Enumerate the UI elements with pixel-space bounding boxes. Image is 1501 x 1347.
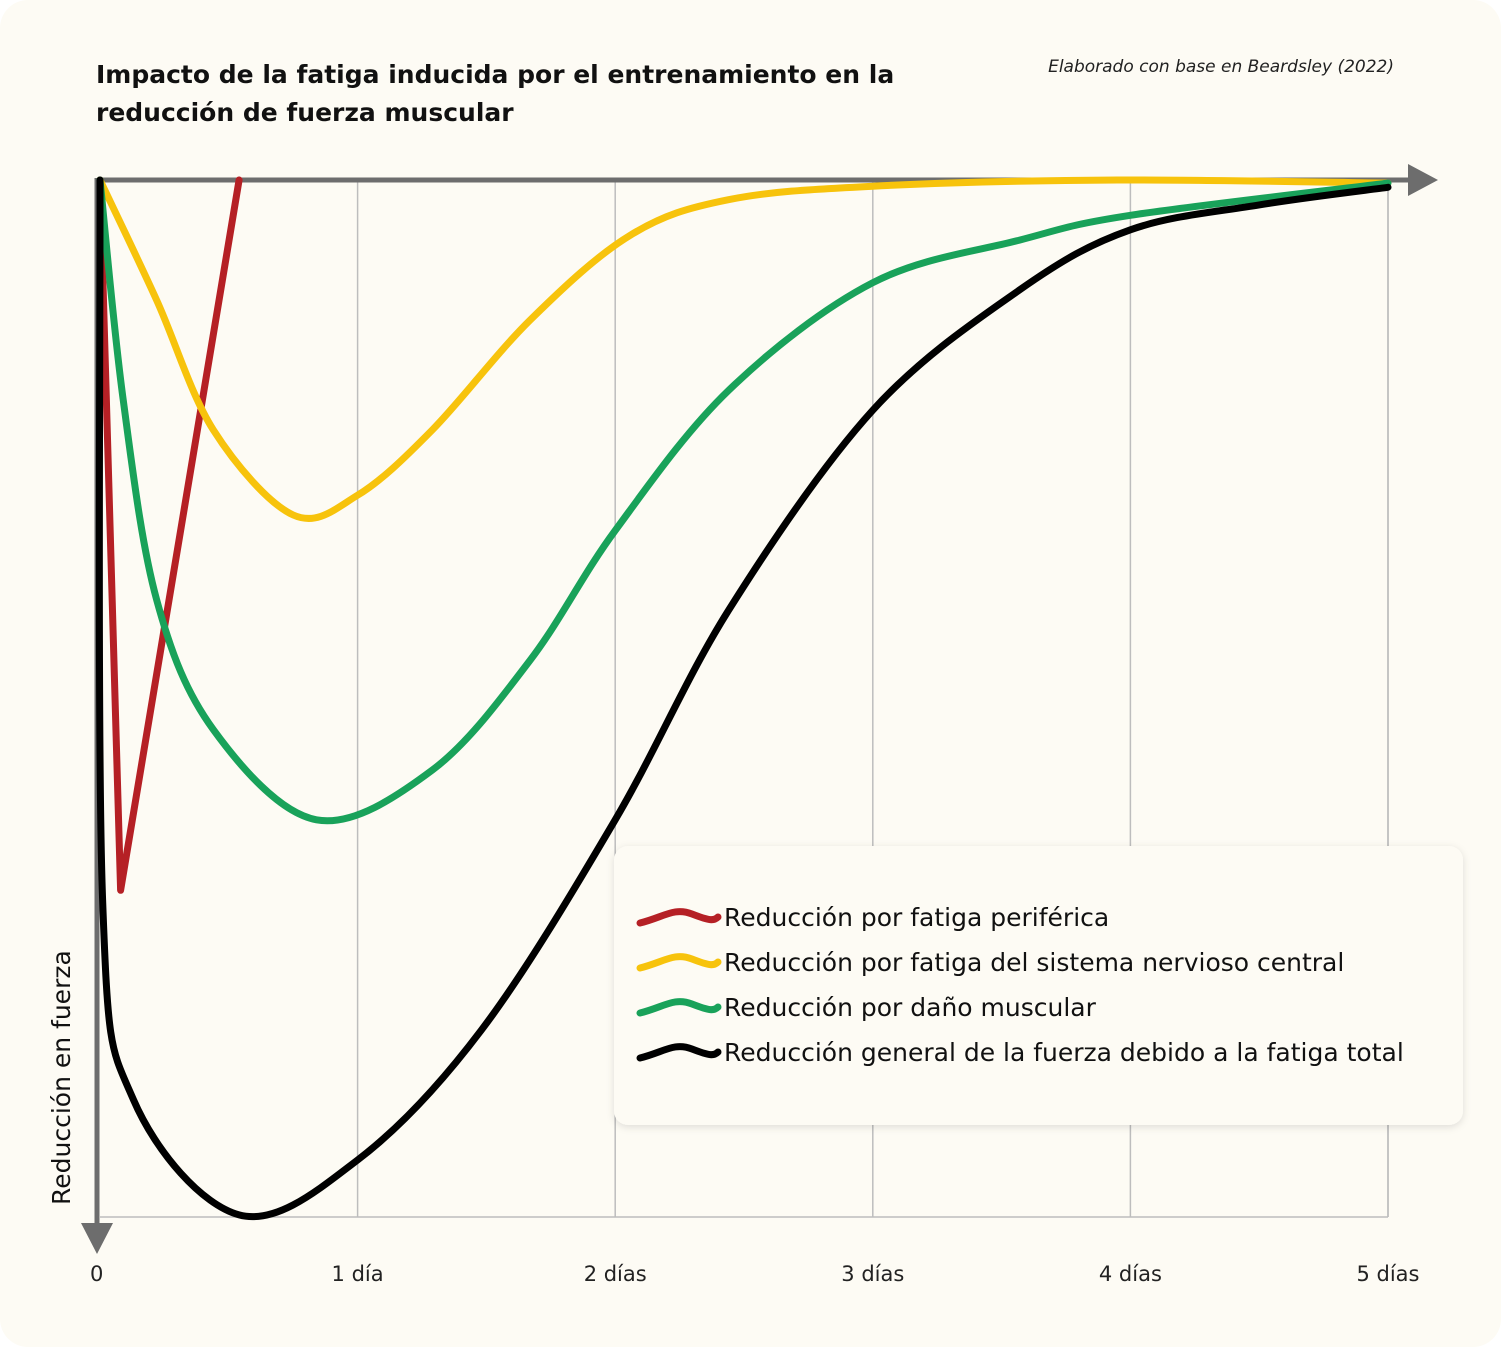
legend-label: Reducción por fatiga del sistema nervios…	[724, 948, 1344, 977]
x-tick-label: 3 días	[841, 1262, 904, 1286]
x-tick-label: 4 días	[1099, 1262, 1162, 1286]
series-line	[96, 176, 1392, 825]
y-axis-arrow	[81, 1223, 113, 1254]
x-tick-label: 2 días	[584, 1262, 647, 1286]
x-tick-label: 0	[90, 1262, 103, 1286]
y-axis-label: Reducción en fuerza	[47, 950, 76, 1205]
legend: Reducción por fatiga periférica Reducción…	[614, 846, 1463, 1125]
legend-swatch	[636, 953, 722, 972]
legend-box	[614, 846, 1463, 1125]
legend-label: Reducción por daño muscular	[724, 993, 1097, 1022]
legend-swatch	[636, 908, 722, 927]
series-line	[96, 176, 1392, 522]
legend-swatch	[636, 1043, 722, 1062]
x-tick-label: 5 días	[1356, 1262, 1419, 1286]
x-axis-arrow	[1408, 164, 1438, 196]
legend-label: Reducción general de la fuerza debido a …	[724, 1038, 1404, 1067]
legend-label: Reducción por fatiga periférica	[724, 903, 1109, 932]
series-line	[95, 176, 1392, 1221]
series-line	[96, 176, 243, 894]
x-tick-label: 1 día	[332, 1262, 384, 1286]
source-note: Elaborado con base en Beardsley (2022)	[1048, 57, 1394, 77]
legend-swatch	[636, 998, 722, 1017]
chart-title: Impacto de la fatiga inducida por el ent…	[96, 60, 895, 127]
